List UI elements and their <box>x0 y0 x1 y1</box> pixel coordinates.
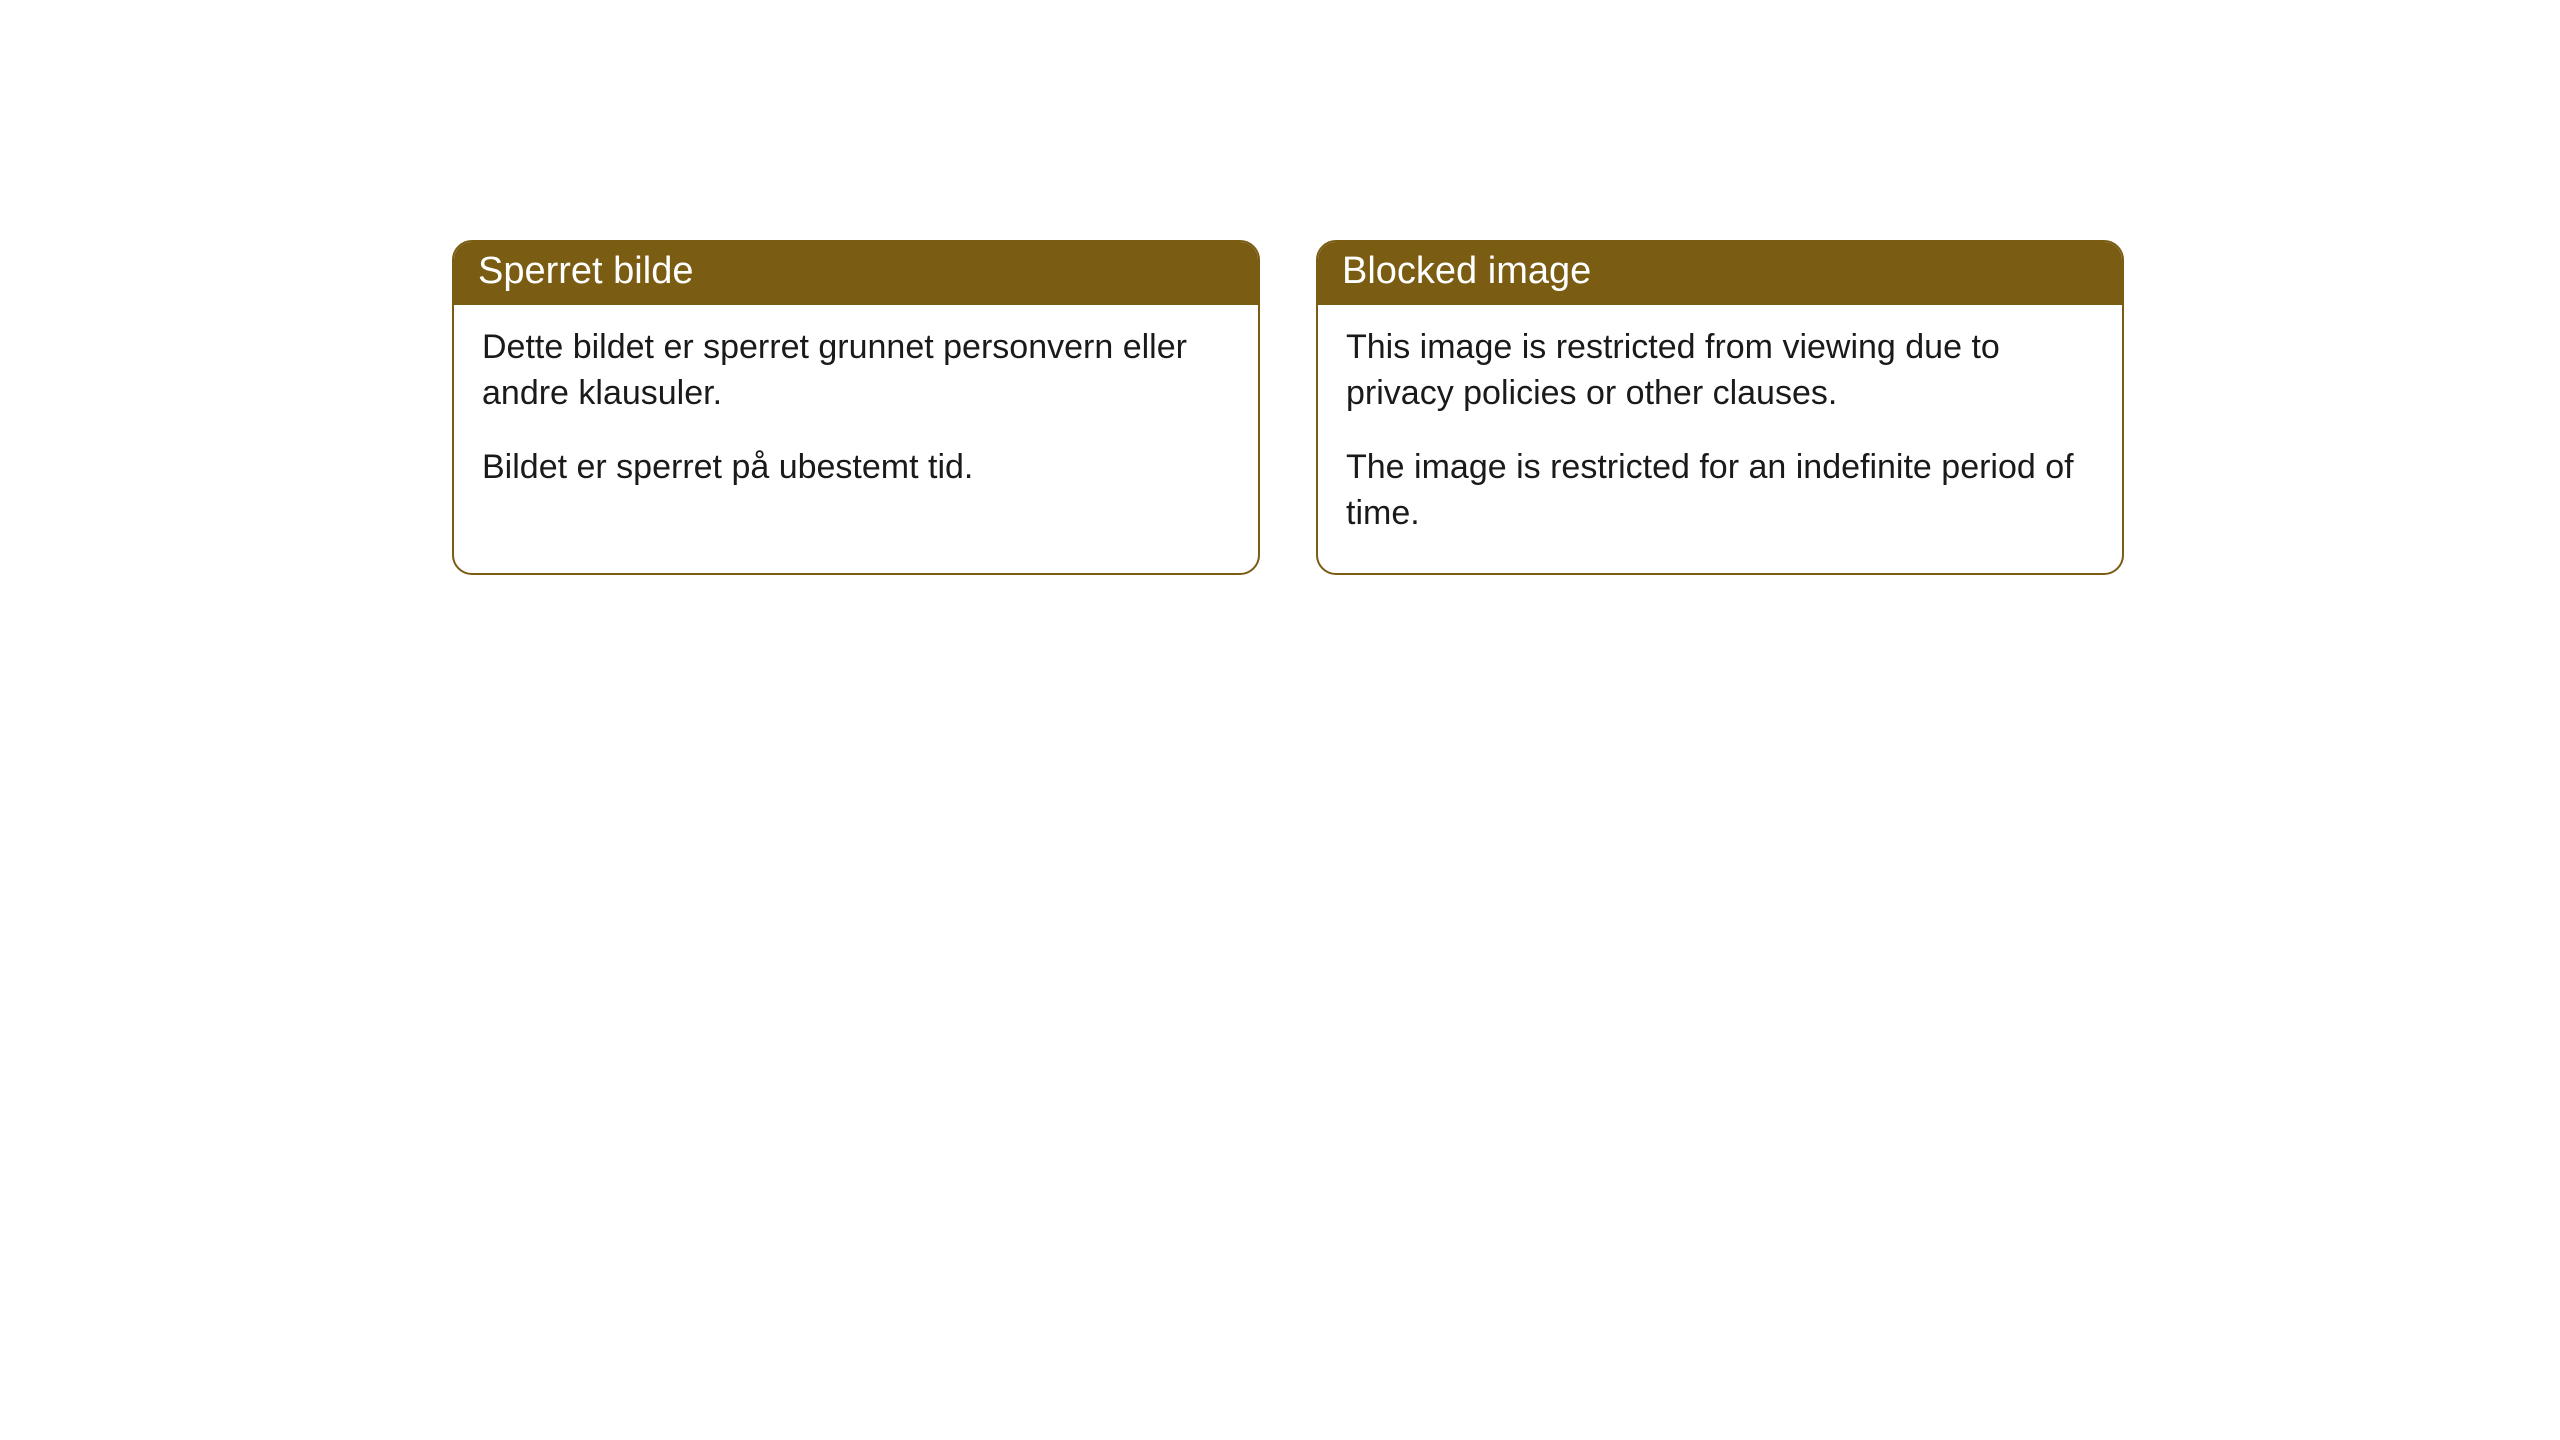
blocked-image-card-no: Sperret bilde Dette bildet er sperret gr… <box>452 240 1260 575</box>
card-paragraph-en-2: The image is restricted for an indefinit… <box>1346 445 2094 537</box>
card-paragraph-no-1: Dette bildet er sperret grunnet personve… <box>482 325 1230 417</box>
card-body-no: Dette bildet er sperret grunnet personve… <box>454 305 1258 527</box>
blocked-image-card-en: Blocked image This image is restricted f… <box>1316 240 2124 575</box>
card-header-no: Sperret bilde <box>454 242 1258 305</box>
card-header-en: Blocked image <box>1318 242 2122 305</box>
cards-container: Sperret bilde Dette bildet er sperret gr… <box>0 0 2560 575</box>
card-body-en: This image is restricted from viewing du… <box>1318 305 2122 573</box>
card-paragraph-no-2: Bildet er sperret på ubestemt tid. <box>482 445 1230 491</box>
card-paragraph-en-1: This image is restricted from viewing du… <box>1346 325 2094 417</box>
